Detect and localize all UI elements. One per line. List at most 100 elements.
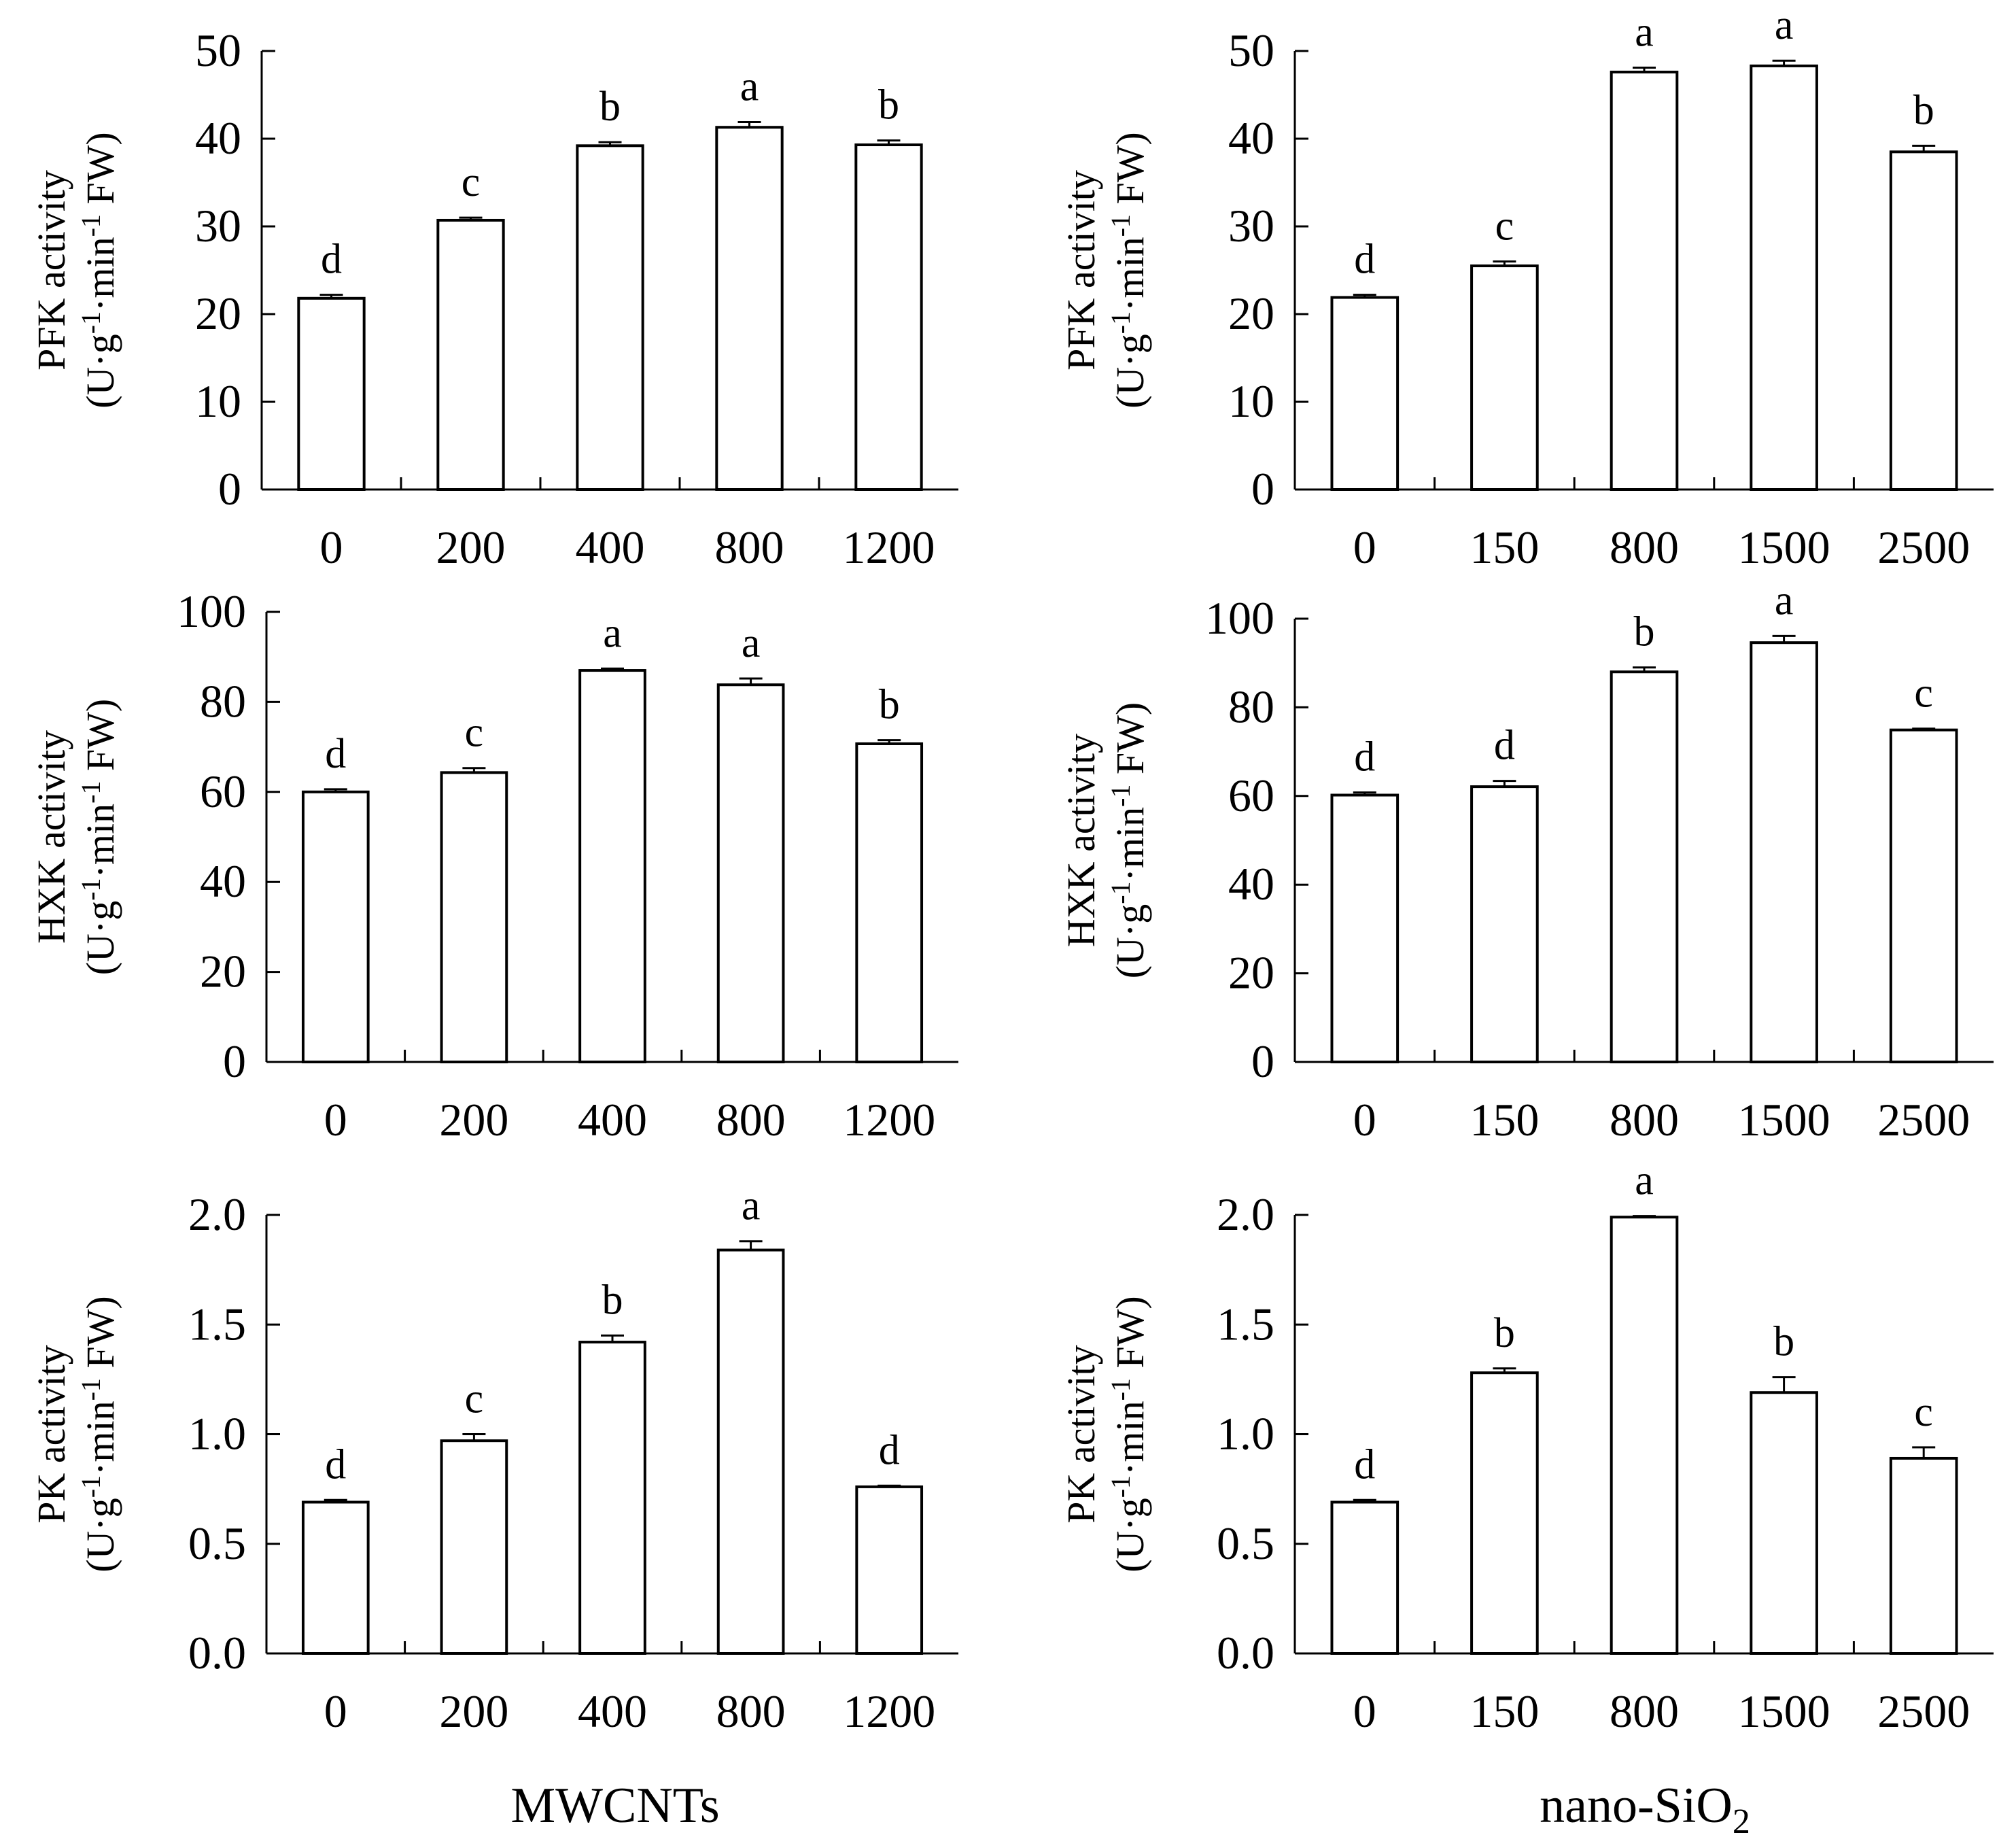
bar <box>855 742 924 1063</box>
significance-letter: c <box>462 159 481 205</box>
y-axis-unit: (U·g-1·min-1 FW) <box>1105 132 1152 409</box>
y-axis-unit-part: FW) <box>78 132 122 214</box>
y-tick-label: 20 <box>1228 947 1274 999</box>
x-tick-label: 1200 <box>843 1685 935 1737</box>
x-tick-label: 400 <box>576 521 645 573</box>
significance-letter: b <box>878 82 899 128</box>
y-tick-label: 0.5 <box>1217 1517 1274 1569</box>
significance-letter: b <box>1913 87 1934 133</box>
significance-letter: d <box>321 237 342 283</box>
y-tick-label: 20 <box>1228 288 1274 339</box>
x-tick-label: 0 <box>324 1685 347 1737</box>
y-tick-label: 30 <box>1228 200 1274 252</box>
bar <box>855 1485 924 1655</box>
y-axis-unit-part: -1 <box>75 214 106 237</box>
chart-panel-middle-left: 0 20 40 60 80 100 d 0 c 200 a 400 a 800 b 1200 HXK activ… <box>29 585 958 1146</box>
bar <box>1470 1371 1539 1655</box>
x-tick-label: 200 <box>436 521 506 573</box>
y-tick-label: 2.0 <box>1217 1188 1274 1240</box>
y-axis-label: PK activity <box>1059 1345 1103 1524</box>
significance-letter: c <box>465 1376 484 1422</box>
x-tick-label: 1200 <box>843 1094 935 1146</box>
y-axis-unit-part: -1 <box>75 1378 106 1401</box>
y-axis-unit-part: -1 <box>75 1475 106 1498</box>
x-tick-label: 2500 <box>1877 1094 1970 1146</box>
bar <box>1330 296 1400 491</box>
significance-letter: d <box>879 1427 900 1473</box>
y-tick-label: 20 <box>200 946 246 997</box>
significance-letter: c <box>465 710 484 756</box>
y-tick-label: 0 <box>218 463 241 515</box>
x-tick-label: 800 <box>1610 1094 1679 1146</box>
bar <box>1610 670 1679 1063</box>
y-tick-label: 0 <box>223 1035 246 1087</box>
bar <box>1750 64 1818 492</box>
significance-letter: a <box>742 1183 761 1229</box>
chart-panel-bottom-left: 0.0 0.5 1.0 1.5 2.0 d 0 c 200 b 400 a 800 d 1200 PK act… <box>29 1183 958 1737</box>
y-tick-label: 60 <box>1228 770 1274 821</box>
bar <box>1330 793 1400 1063</box>
significance-letter: a <box>1635 1158 1654 1204</box>
y-axis-unit-part: FW) <box>78 1296 122 1378</box>
bar <box>1889 1456 1958 1655</box>
y-axis-unit-part: (U·g <box>78 334 122 409</box>
x-tick-label: 800 <box>1610 521 1679 573</box>
y-axis-label: PFK activity <box>29 170 73 371</box>
x-tick-label: 2500 <box>1877 521 1970 573</box>
bar <box>440 771 508 1063</box>
significance-letter: c <box>1914 670 1933 717</box>
x-tick-label: 2500 <box>1877 1685 1970 1737</box>
y-axis-unit-part: -1 <box>1105 881 1136 904</box>
x-tick-label: 150 <box>1470 1685 1539 1737</box>
x-tick-label: 400 <box>578 1094 647 1146</box>
bar <box>716 1248 785 1655</box>
significance-letter: b <box>599 84 621 130</box>
y-tick-label: 50 <box>195 24 241 76</box>
significance-letter: a <box>1775 2 1794 48</box>
x-tick-label: 800 <box>1610 1685 1679 1737</box>
significance-letter: c <box>1495 203 1514 250</box>
y-axis-unit-part: FW) <box>78 699 122 781</box>
y-axis-unit-part: (U·g <box>78 1498 122 1573</box>
x-axis-title-right: nano-SiO2 <box>1540 1778 1750 1837</box>
y-tick-label: 1.0 <box>1217 1408 1274 1460</box>
bar <box>301 1500 370 1655</box>
x-tick-label: 800 <box>716 1685 786 1737</box>
bar <box>297 296 366 491</box>
significance-letter: b <box>1773 1319 1794 1365</box>
significance-letter: d <box>325 731 346 777</box>
y-axis-unit-part: -1 <box>1105 785 1136 807</box>
y-tick-label: 0.5 <box>188 1517 246 1569</box>
y-axis-unit-part: -1 <box>75 781 106 804</box>
y-tick-label: 0.0 <box>1217 1627 1274 1679</box>
y-axis-unit-part: (U·g <box>1108 1498 1152 1573</box>
significance-letter: b <box>1494 1310 1515 1356</box>
bar <box>1889 728 1958 1063</box>
significance-letter: d <box>1354 734 1375 780</box>
y-tick-label: 10 <box>1228 375 1274 427</box>
bar <box>1610 70 1679 491</box>
significance-letter: d <box>1354 237 1375 283</box>
y-axis-unit-part: -1 <box>1105 1378 1136 1401</box>
x-tick-label: 0 <box>1353 1685 1376 1737</box>
y-tick-label: 80 <box>200 675 246 727</box>
bar <box>1750 641 1818 1063</box>
x-tick-label: 1500 <box>1738 521 1830 573</box>
y-tick-label: 2.0 <box>188 1188 246 1240</box>
y-tick-label: 100 <box>1205 592 1274 644</box>
x-tick-label: 150 <box>1470 1094 1539 1146</box>
x-tick-label: 200 <box>439 1094 508 1146</box>
x-tick-label: 1500 <box>1738 1685 1830 1737</box>
bar <box>1470 264 1539 491</box>
y-axis-unit-part: FW) <box>1108 132 1152 214</box>
y-axis-unit: (U·g-1·min-1 FW) <box>75 699 122 976</box>
y-axis-unit-part: ·min <box>1108 1401 1152 1475</box>
significance-letter: a <box>603 610 622 656</box>
y-axis-unit-part: -1 <box>1105 1475 1136 1498</box>
bar <box>576 144 644 491</box>
significance-letter: b <box>602 1277 623 1323</box>
y-tick-label: 0 <box>1251 463 1274 515</box>
y-axis-unit-part: (U·g <box>1108 334 1152 409</box>
y-tick-label: 40 <box>1228 858 1274 910</box>
y-axis-label: HXK activity <box>1059 734 1103 947</box>
